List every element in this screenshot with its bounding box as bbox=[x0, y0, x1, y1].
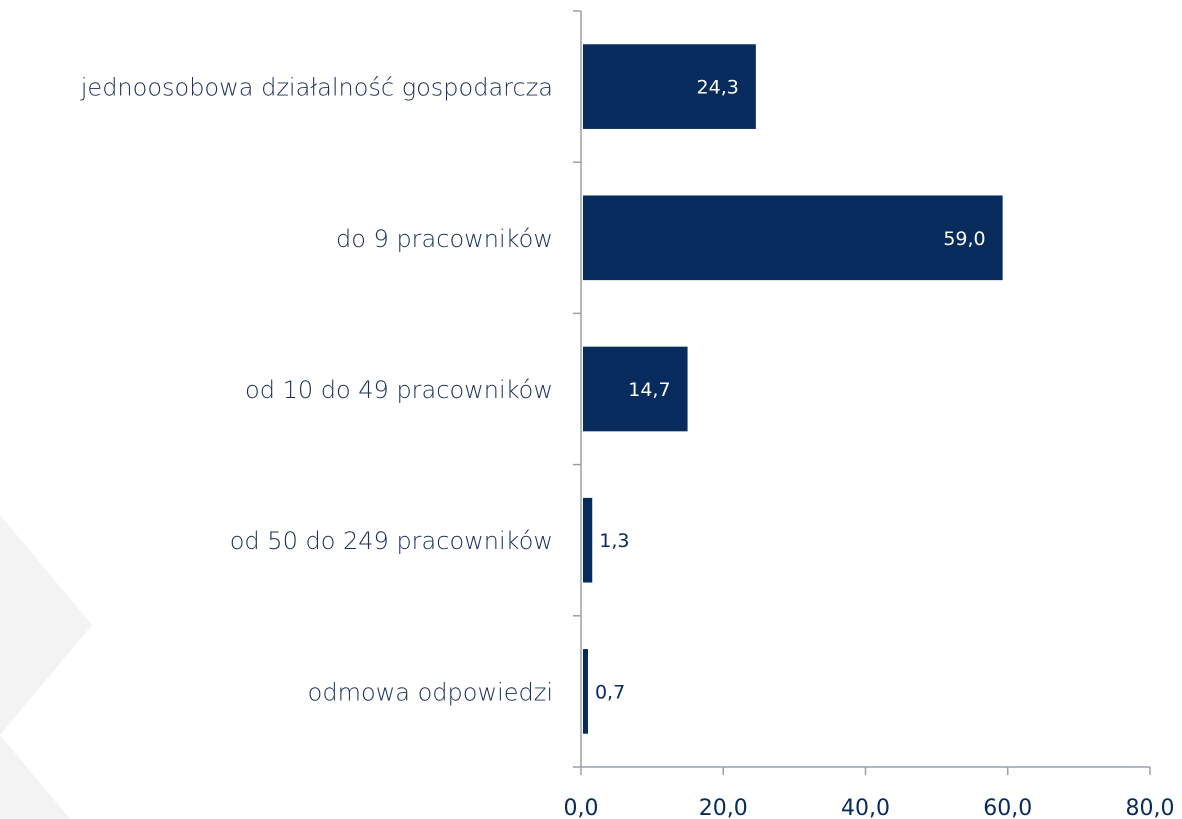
category-label-4: od 50 do 249 pracowników bbox=[230, 527, 553, 555]
labels-group: jednoosobowa działalność gospodarcza 24,3… bbox=[80, 74, 1175, 819]
chevron-decoration-shape-lower bbox=[0, 735, 70, 819]
bar-1 bbox=[583, 44, 756, 129]
category-label-2: do 9 pracowników bbox=[336, 225, 553, 253]
category-label-1: jednoosobowa działalność gospodarcza bbox=[80, 74, 553, 102]
x-tick-label-3: 60,0 bbox=[983, 796, 1032, 819]
axes-group bbox=[573, 10, 1151, 775]
data-label-3: 14,7 bbox=[628, 379, 670, 401]
x-tick-label-0: 0,0 bbox=[564, 796, 599, 819]
x-tick-label-2: 40,0 bbox=[841, 796, 890, 819]
data-label-2: 59,0 bbox=[943, 228, 985, 250]
bar-3 bbox=[583, 346, 688, 432]
bar-2 bbox=[583, 195, 1003, 281]
category-label-5: odmowa odpowiedzi bbox=[308, 678, 553, 706]
bar-5 bbox=[583, 649, 588, 734]
bar-4 bbox=[583, 497, 593, 583]
x-tick-label-4: 80,0 bbox=[1126, 796, 1175, 819]
data-label-1: 24,3 bbox=[697, 77, 739, 99]
category-label-3: od 10 do 49 pracowników bbox=[245, 376, 553, 404]
chevron-decoration-shape bbox=[0, 515, 92, 735]
data-label-4: 1,3 bbox=[599, 530, 629, 552]
bars-group bbox=[583, 44, 1003, 734]
data-label-5: 0,7 bbox=[595, 681, 625, 703]
x-tick-label-1: 20,0 bbox=[699, 796, 748, 819]
